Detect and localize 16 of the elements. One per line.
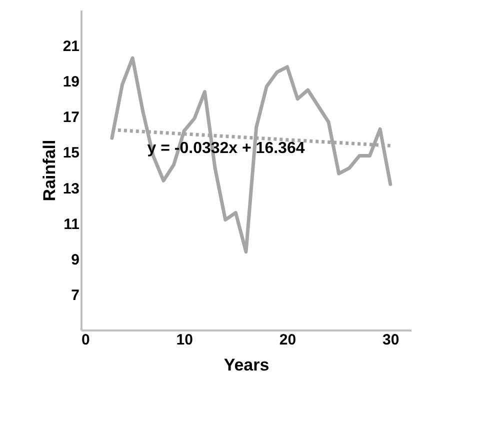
y-tick-label: 19 xyxy=(62,74,80,91)
x-axis-title: Years xyxy=(224,356,270,374)
y-tick-label: 7 xyxy=(71,286,80,304)
y-tick-label: 17 xyxy=(62,109,80,126)
y-axis-title: Rainfall xyxy=(40,140,59,202)
y-tick-label: 21 xyxy=(62,38,80,56)
y-tick-label: 13 xyxy=(62,180,80,198)
x-tick-label: 30 xyxy=(382,332,400,348)
y-tick-label: 11 xyxy=(64,216,80,233)
x-tick-label: 10 xyxy=(176,332,193,348)
x-tick-label: 0 xyxy=(82,332,90,348)
y-tick-label: 9 xyxy=(71,251,80,268)
x-tick-label: 20 xyxy=(279,332,296,348)
line-series xyxy=(110,56,392,254)
y-tick-label: 15 xyxy=(62,144,80,162)
annotation: y = -0.0332x + 16.364 xyxy=(147,140,305,157)
